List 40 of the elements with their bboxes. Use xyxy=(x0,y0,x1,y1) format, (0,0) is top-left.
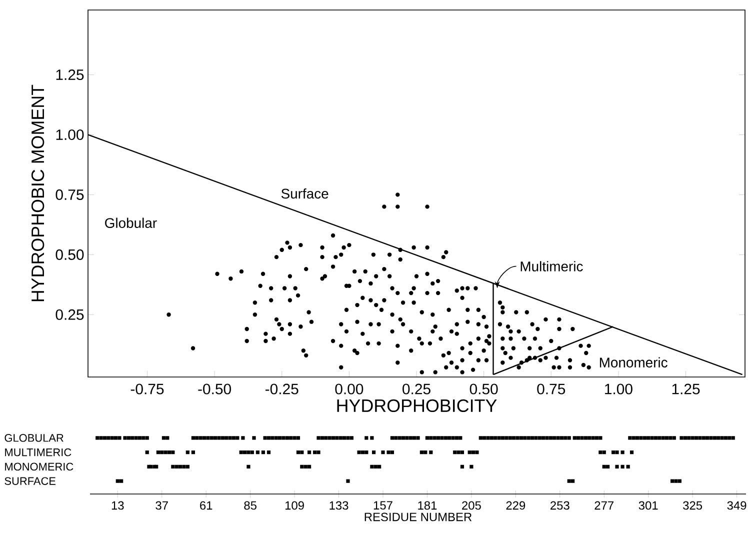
x-tick-label: 133 xyxy=(330,501,348,510)
x-tick-label: 157 xyxy=(374,501,392,510)
x-tick-label: 0.25 xyxy=(402,384,430,394)
x-tick-label: 229 xyxy=(506,501,526,510)
x-tick-label: 1.25 xyxy=(672,384,700,394)
x-axis-title: RESIDUE NUMBER xyxy=(364,512,472,522)
y-tick-label: 1.25 xyxy=(56,69,84,80)
annotation: Surface xyxy=(281,188,328,199)
x-tick-label: -0.75 xyxy=(130,384,164,394)
y-tick-label: MONOMERIC xyxy=(5,462,74,471)
y-tick-label: 0.50 xyxy=(56,249,84,260)
x-tick-label: 349 xyxy=(727,501,746,510)
y-tick-label: SURFACE xyxy=(4,477,56,485)
x-axis-title: HYDROPHOBICITY xyxy=(337,399,497,412)
x-tick-label: 0.75 xyxy=(537,384,566,394)
y-tick-label: 1.00 xyxy=(56,129,84,140)
y-tick-label: MULTIMERIC xyxy=(5,448,72,456)
y-tick-label: 0.25 xyxy=(56,309,84,320)
y-tick-label: GLOBULAR xyxy=(4,434,64,442)
annotation: Monomeric xyxy=(600,357,668,368)
annotation: Globular xyxy=(105,218,157,228)
x-tick-label: 85 xyxy=(244,501,256,510)
annotation: Multimeric xyxy=(520,261,583,272)
x-tick-label: 181 xyxy=(418,501,437,510)
x-tick-label: 0.50 xyxy=(470,384,498,394)
y-tick-label: 0.75 xyxy=(56,189,84,200)
x-tick-label: 277 xyxy=(594,501,614,510)
x-tick-label: 1.00 xyxy=(605,384,632,394)
x-tick-label: 109 xyxy=(285,501,304,510)
x-tick-label: 13 xyxy=(112,501,124,510)
x-tick-label: 61 xyxy=(200,501,212,510)
x-tick-label: 301 xyxy=(638,501,658,510)
y-axis-title: HYDROPHOBIC MOMENT xyxy=(31,84,44,302)
x-tick-label: 0.00 xyxy=(335,384,364,394)
x-tick-label: 253 xyxy=(550,501,570,510)
x-tick-label: 205 xyxy=(462,501,481,510)
x-tick-label: -0.25 xyxy=(265,384,298,394)
x-tick-label: -0.50 xyxy=(198,384,231,394)
x-tick-label: 325 xyxy=(683,501,702,510)
x-tick-label: 37 xyxy=(156,501,168,510)
